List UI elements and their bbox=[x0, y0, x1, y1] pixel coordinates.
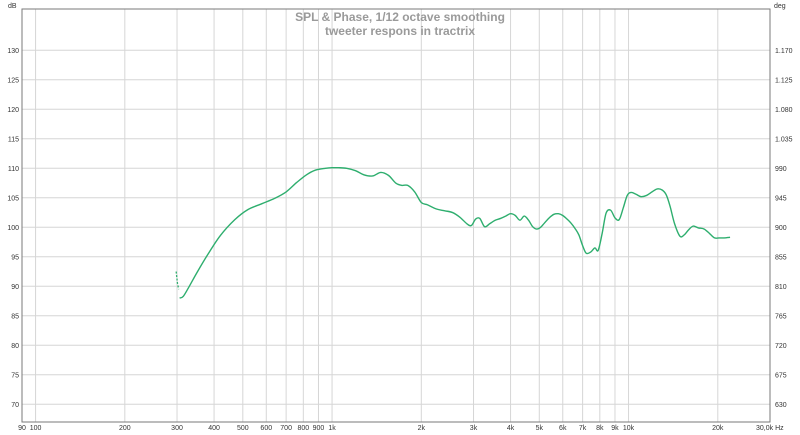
y-left-tick-label: 130 bbox=[7, 48, 19, 55]
y-left-tick-label: 120 bbox=[7, 107, 19, 114]
y-left-tick-label: 70 bbox=[11, 402, 19, 409]
y-left-tick-label: 115 bbox=[8, 136, 19, 143]
y-left-tick-label: 100 bbox=[7, 225, 19, 232]
chart-title: SPL & Phase, 1/12 octave smoothing bbox=[295, 10, 505, 24]
x-tick-label: 5k bbox=[536, 425, 544, 432]
x-tick-label: 2k bbox=[418, 425, 426, 432]
series bbox=[175, 166, 731, 299]
y-left-unit-label: dB bbox=[8, 3, 17, 10]
y-right-tick-label: 900 bbox=[775, 225, 787, 232]
x-tick-label: 20k bbox=[712, 425, 724, 432]
x-tick-label: 300 bbox=[171, 425, 183, 432]
x-tick-label: 1k bbox=[328, 425, 336, 432]
y-right-tick-label: 1.035 bbox=[775, 136, 793, 143]
x-tick-label: 9k bbox=[611, 425, 619, 432]
y-right-tick-label: 990 bbox=[775, 166, 787, 173]
spl-dashed-segment bbox=[175, 271, 180, 290]
x-tick-label: 3k bbox=[470, 425, 478, 432]
y-right-tick-label: 1.080 bbox=[775, 107, 793, 114]
x-tick-label: 700 bbox=[280, 425, 292, 432]
y-right-tick-label: 765 bbox=[775, 313, 787, 320]
grid bbox=[22, 9, 770, 422]
y-right-tick-label: 630 bbox=[775, 402, 787, 409]
y-left-tick-label: 85 bbox=[11, 313, 19, 320]
x-tick-label: 200 bbox=[119, 425, 131, 432]
x-tick-label: 900 bbox=[313, 425, 325, 432]
x-tick-label: 90 bbox=[18, 425, 26, 432]
y-left-tick-label: 80 bbox=[11, 343, 19, 350]
x-tick-label: 7k bbox=[579, 425, 587, 432]
y-left-tick-label: 125 bbox=[7, 77, 19, 84]
x-tick-label: 500 bbox=[237, 425, 249, 432]
x-tick-label: 4k bbox=[507, 425, 515, 432]
x-tick-label: 8k bbox=[596, 425, 604, 432]
y-left-tick-label: 90 bbox=[11, 284, 19, 291]
tick-labels: 90 100 200 300 400 500 600 700 800 900 1k 2k 3k 4k 5k 6… bbox=[7, 48, 792, 432]
x-tick-label: 6k bbox=[559, 425, 567, 432]
y-right-tick-label: 1.125 bbox=[775, 77, 793, 84]
spl-series-line bbox=[179, 166, 731, 299]
y-right-tick-label: 810 bbox=[775, 284, 787, 291]
y-left-tick-label: 110 bbox=[8, 166, 19, 173]
plot-frame bbox=[21, 8, 771, 423]
y-right-tick-label: 945 bbox=[775, 195, 787, 202]
x-tick-label: 30,0k Hz bbox=[756, 425, 784, 432]
y-left-tick-label: 95 bbox=[11, 254, 19, 261]
y-left-tick-label: 75 bbox=[11, 372, 19, 379]
y-right-tick-label: 855 bbox=[775, 254, 787, 261]
x-tick-label: 600 bbox=[260, 425, 272, 432]
x-tick-label: 10k bbox=[623, 425, 635, 432]
x-tick-label: 800 bbox=[297, 425, 309, 432]
y-left-tick-label: 105 bbox=[7, 195, 19, 202]
y-right-unit-label: deg bbox=[774, 3, 786, 10]
y-right-tick-label: 675 bbox=[775, 372, 787, 379]
y-right-tick-label: 1.170 bbox=[775, 48, 793, 55]
y-right-tick-label: 720 bbox=[775, 343, 787, 350]
x-tick-label: 100 bbox=[30, 425, 42, 432]
x-tick-label: 400 bbox=[208, 425, 220, 432]
chart-subtitle: tweeter respons in tractrix bbox=[325, 24, 475, 38]
